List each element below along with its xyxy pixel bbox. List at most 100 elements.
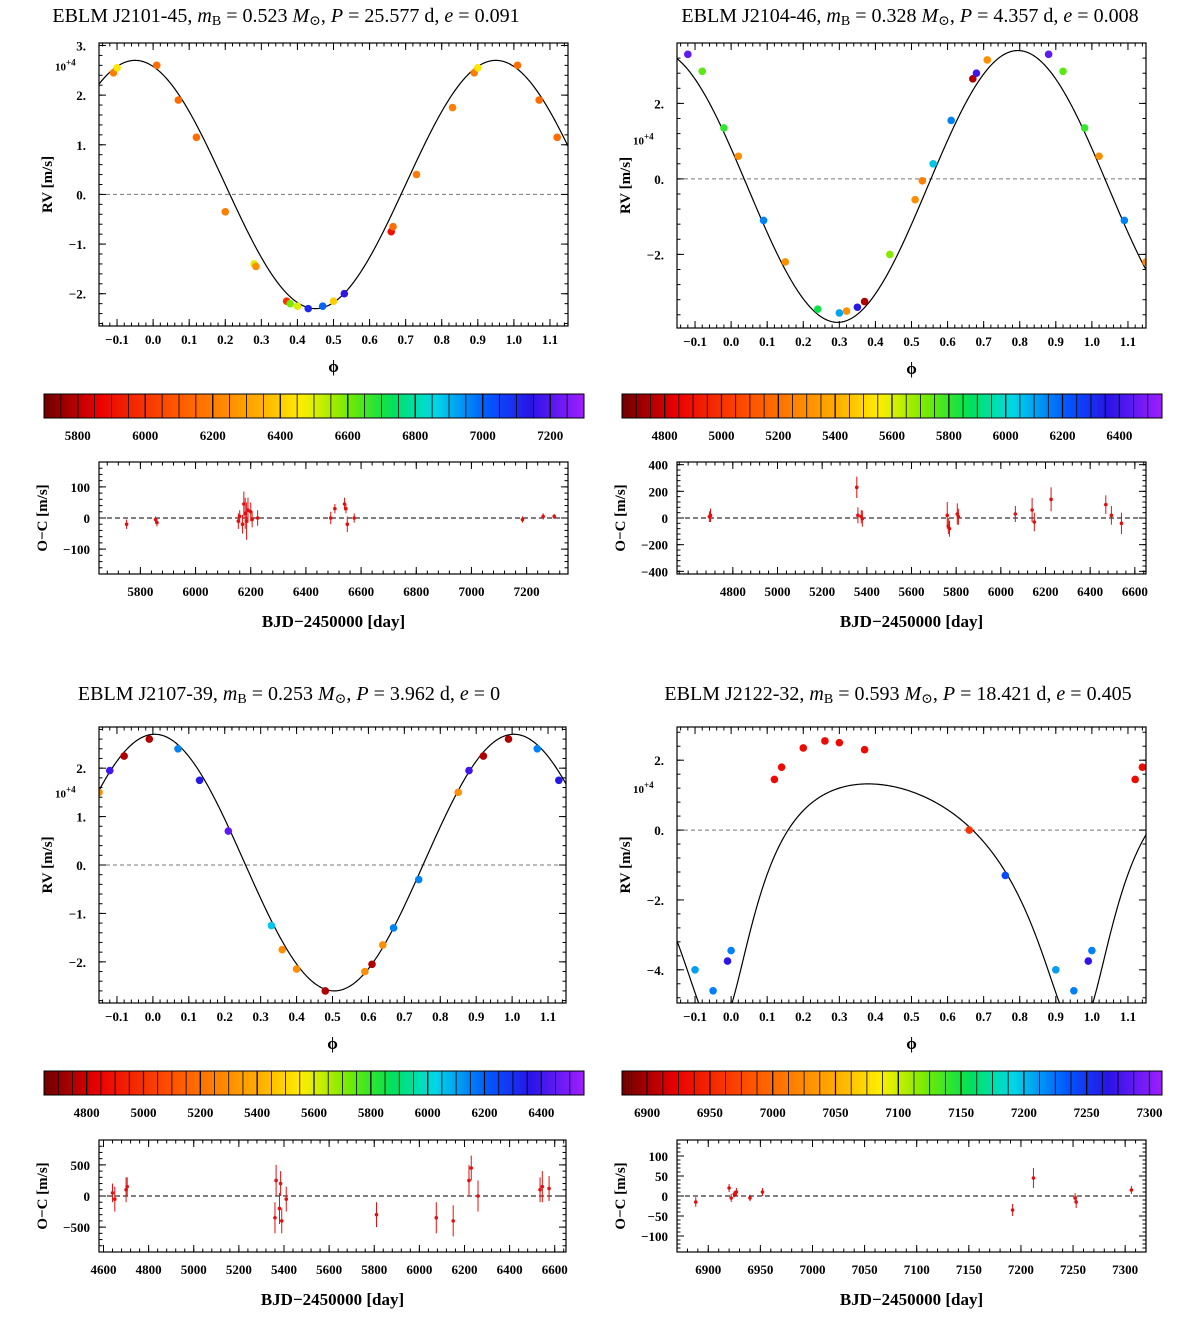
rv-x-tick-label: 0.6 [360,1009,377,1024]
colorbar-tick-label: 6400 [1106,428,1132,443]
rv-data-point [709,986,717,995]
colorbar-tick-label: 6200 [1050,428,1076,443]
colorbar-tick-label: 6000 [993,428,1019,443]
rv-x-tick-label: 0.2 [217,332,233,347]
oc-data-point [552,514,557,519]
colorbar: 6900 6950 7000 7050 7100 7150 7200 7250 7300 [621,1070,1163,1120]
oc-data-point [328,516,333,520]
colorbar-tick-label: 5600 [301,1105,327,1120]
rv-x-tick-label: 0.0 [723,334,739,349]
rv-data-point [389,924,398,932]
oc-y-tick-label: −200 [641,538,668,553]
rv-x-tick-label: 0.5 [325,332,342,347]
rv-data-point [835,738,844,747]
rv-data-point [412,170,421,179]
oc-data-point [246,508,250,513]
oc-data-point [284,1197,289,1201]
colorbar-tick-label: 6900 [634,1105,660,1120]
title-part: = 25.577 d, [343,5,444,27]
rv-x-tick-label: 0.9 [1048,1009,1065,1024]
rv-data-point [340,289,349,298]
rv-x-tick-label: 0.8 [1012,334,1029,349]
title-part: e [1063,5,1072,27]
rv-data-point [781,258,790,266]
oc-plot: 4600 4800 5000 5200 5400 5600 5800 6000 6200 6400… [35,1139,568,1309]
colorbar-tick-label: 6200 [200,428,226,443]
rv-data-point [221,208,230,216]
exponent-power: +4 [644,131,654,141]
oc-x-tick-label: 6400 [1077,584,1103,599]
oc-data-point [237,514,242,519]
colorbar-tick-label: 6400 [528,1105,554,1120]
rv-data-point [252,262,260,271]
rv-x-tick-label: 0.4 [867,1009,884,1024]
oc-y-tick-label: 50 [655,1169,668,1184]
title-part: , [933,683,943,705]
title-part: m [809,683,823,705]
oc-data-point [240,522,245,527]
panel-title: EBLM J2101-45, mB = 0.523 M⊙, P = 25.577… [52,5,519,30]
oc-x-tick-label: 4800 [720,584,746,599]
oc-x-tick-label: 5800 [127,584,153,599]
rv-x-tick-label: 1.1 [542,332,558,347]
rv-data-point [267,921,276,930]
rv-x-tick-label: 0.0 [145,332,161,347]
rv-x-tick-label: 0.7 [396,1009,413,1024]
title-part: e [444,5,453,27]
oc-x-tick-label: 5000 [181,1262,207,1277]
oc-x-tick-label: 6000 [988,584,1014,599]
colorbar: 4800 5000 5200 5400 5600 5800 6000 6200 6400 [621,393,1163,443]
oc-plot: 4800 5000 5200 5400 5600 5800 6000 6200 6400 6600… [613,458,1148,631]
colorbar-tick-label: 7200 [1011,1105,1037,1120]
rv-data-point [911,195,919,204]
rv-x-tick-label: 0.3 [831,1009,848,1024]
colorbar-tick-label: 6200 [472,1105,498,1120]
oc-x-tick-label: 7200 [1008,1262,1034,1277]
rv-x-tick-label: −0.1 [683,334,707,349]
oc-data-point [693,1200,698,1204]
colorbar-tick-label: 5200 [765,428,791,443]
rv-y-tick-label: 0. [76,858,86,873]
rv-data-point [224,827,233,835]
rv-y-axis-label: RV [m/s] [618,157,634,214]
rv-data-point [1059,67,1067,76]
rv-data-point [1142,258,1146,266]
rv-data-point [929,159,937,168]
rv-y-tick-label: −2. [647,893,664,908]
title-part: , [950,5,960,27]
oc-x-axis-label: BJD−2450000 [day] [840,612,983,631]
colorbar-tick-label: 5200 [187,1105,213,1120]
oc-x-tick-label: 6800 [403,584,429,599]
title-part: B [237,692,246,707]
title-part: ⊙ [309,14,321,29]
rv-x-tick-label: 0.1 [759,334,775,349]
colorbar-tick-label: 5800 [936,428,962,443]
oc-x-axis-label: BJD−2450000 [day] [261,1290,404,1309]
oc-x-tick-label: 6000 [406,1262,432,1277]
rv-x-axis-label: ϕ [328,357,339,376]
oc-x-tick-label: 7300 [1112,1262,1138,1277]
oc-data-point [279,1219,284,1223]
panel-title: EBLM J2104-46, mB = 0.328 M⊙, P = 4.357 … [681,5,1138,30]
panel-title: EBLM J2107-39, mB = 0.253 M⊙, P = 3.962 … [78,683,500,708]
oc-y-axis-label: O−C [m/s] [35,1162,51,1229]
rv-x-tick-label: −0.1 [105,1009,129,1024]
oc-y-tick-label: 200 [649,484,669,499]
colorbar-tick-label: 6600 [335,428,361,443]
title-part: = 0.253 [247,683,318,705]
rv-data-point [368,960,376,969]
rv-x-tick-label: 0.9 [468,1009,485,1024]
rv-data-point [1001,871,1010,880]
oc-data-point [1030,508,1034,512]
rv-x-tick-label: 1.0 [1084,334,1100,349]
rv-exponent-label: 10+4 [55,57,76,73]
oc-y-tick-label: 100 [71,480,91,495]
rv-data-point [120,752,128,760]
oc-data-point [344,506,348,511]
oc-data-point [451,1219,455,1223]
oc-data-point [1119,521,1124,526]
colorbar-tick-label: 6800 [402,428,428,443]
rv-data-point [174,744,182,753]
oc-data-point [255,516,260,520]
